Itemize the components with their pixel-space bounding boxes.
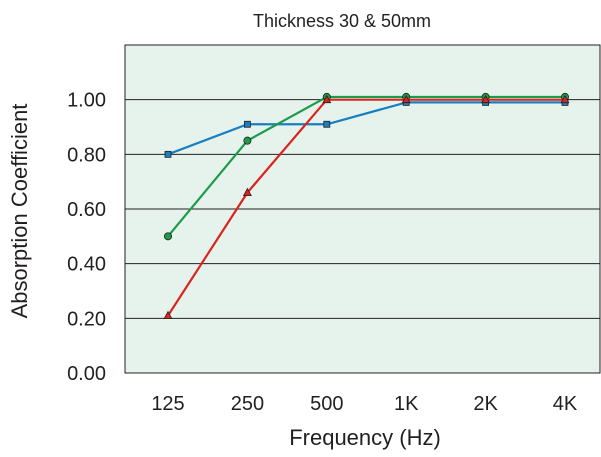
data-point (164, 150, 172, 158)
y-tick-label: 0.20 (67, 308, 106, 330)
x-axis-ticks: 125 250 500 1K 2K 4K (151, 393, 578, 415)
data-point (560, 94, 570, 104)
y-tick-label: 0.80 (67, 144, 106, 166)
data-point (163, 232, 172, 241)
y-axis-ticks: 0.00 0.20 0.40 0.60 0.80 1.00 (67, 90, 106, 385)
x-tick-label: 1K (394, 393, 419, 415)
series-line (167, 98, 565, 317)
x-tick-label: 250 (231, 393, 264, 415)
y-tick-label: 0.00 (67, 363, 106, 385)
x-tick-label: 4K (553, 393, 578, 415)
data-point (481, 94, 491, 104)
series-2 (163, 94, 570, 320)
x-axis-label: Frequency (Hz) (289, 425, 441, 450)
y-tick-label: 0.40 (67, 254, 106, 276)
data-point (242, 187, 252, 197)
chart-title: Thickness 30 & 50mm (253, 11, 431, 31)
data-point (401, 94, 411, 104)
series-line (167, 95, 565, 238)
y-tick-label: 0.60 (67, 199, 106, 221)
data-point (163, 310, 173, 320)
data-point (243, 120, 251, 128)
y-axis-label: Absorption Coefficient (7, 104, 32, 319)
y-tick-label: 1.00 (67, 90, 106, 112)
data-point (322, 94, 332, 104)
series-group (163, 92, 570, 320)
data-point (323, 120, 331, 128)
series-line (167, 101, 565, 156)
x-tick-label: 125 (151, 393, 184, 415)
x-tick-label: 2K (473, 393, 498, 415)
x-tick-label: 500 (310, 393, 343, 415)
data-point (243, 136, 252, 145)
